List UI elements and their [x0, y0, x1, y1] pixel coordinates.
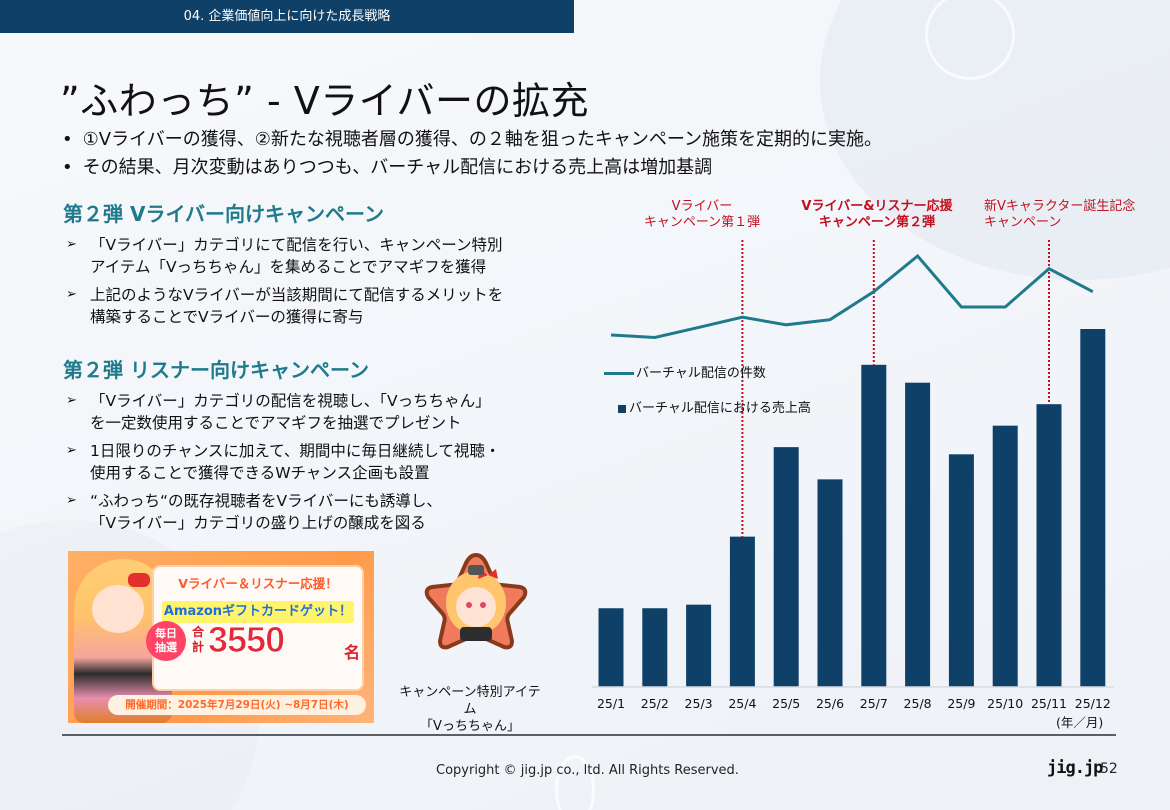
listener-campaign-bullets: ➢ 「Vライバー」カテゴリの配信を視聴し、「Vっちちゃん」 を一定数使用すること…	[66, 390, 586, 540]
vcchichan-item-image	[424, 551, 528, 651]
campaign-annotation: Vライバー&リスナー応援 キャンペーン第２弾	[801, 199, 953, 230]
x-tick-label: 25/8	[903, 696, 932, 711]
bar-25/4	[729, 536, 755, 687]
x-tick-label: 25/5	[772, 696, 801, 711]
bullet-item: ➢ 1日限りのチャンスに加えて、期間中に毎日継続して視聴・ 使用することで獲得で…	[66, 442, 501, 482]
line-swatch-icon	[604, 372, 634, 375]
x-tick-label: 25/6	[815, 696, 845, 711]
jigjp-logo: jig.jp	[1047, 758, 1103, 778]
x-tick-label: 25/1	[596, 696, 626, 711]
bow-icon	[128, 573, 150, 587]
page-title: ”ふわっち” - Vライバーの拡充	[60, 79, 589, 123]
x-tick-label: 25/3	[684, 696, 713, 711]
x-axis-unit: (年／月)	[1056, 715, 1104, 730]
campaign-banner-image: Vライバー＆リスナー応援！ Amazonギフトカードゲット！ 毎日 抽選 合計 …	[68, 551, 374, 723]
x-tick-label: 25/11	[1030, 696, 1068, 711]
summary-item: その結果、月次変動はありつつも、バーチャル配信における売上高は増加基調	[62, 154, 882, 182]
bullet-item: ➢ 「Vライバー」カテゴリにて配信を行い、キャンペーン特別 アイテム「Vっちちゃ…	[66, 236, 503, 276]
character-face	[92, 585, 144, 633]
x-tick-label: 25/9	[947, 696, 976, 711]
bar-25/11	[1036, 404, 1062, 687]
total-label: 合計	[192, 625, 205, 654]
bullet-item: ➢ 上記のようなVライバーが当該期間にて配信するメリットを 構築することでVライ…	[66, 286, 504, 326]
bar-25/2	[642, 608, 668, 687]
x-tick-label: 25/7	[859, 696, 888, 711]
item-caption: キャンペーン特別アイテム 「Vっちちゃん」	[399, 685, 541, 734]
section-header-bar: 04. 企業価値向上に向けた成長戦略	[0, 0, 574, 33]
arrow-bullet-icon: ➢	[66, 493, 77, 508]
x-tick-label: 25/10	[987, 696, 1024, 711]
banner-panel: Vライバー＆リスナー応援！ Amazonギフトカードゲット！	[152, 565, 364, 691]
winner-count: 3550	[207, 619, 285, 661]
footer-divider	[62, 734, 1116, 736]
arrow-bullet-icon: ➢	[66, 443, 77, 458]
copyright: Copyright © jig.jp co., ltd. All Rights …	[436, 763, 739, 778]
bar-25/7	[861, 364, 887, 687]
banner-headline: Vライバー＆リスナー応援！	[178, 576, 338, 591]
bar-25/5	[773, 447, 799, 687]
bar-25/1	[598, 608, 624, 687]
bullet-item: ➢ 「Vライバー」カテゴリの配信を視聴し、「Vっちちゃん」 を一定数使用すること…	[66, 392, 491, 432]
campaign-annotation: Vライバー キャンペーン第１弾	[643, 199, 761, 230]
star-badge-icon	[424, 552, 528, 650]
x-tick-label: 25/12	[1074, 696, 1111, 711]
bar-25/12	[1080, 329, 1106, 687]
x-tick-label: 25/2	[640, 696, 669, 711]
bar-25/3	[686, 604, 712, 687]
daily-draw-badge: 毎日 抽選	[146, 621, 186, 661]
page-number: 52	[1100, 761, 1118, 777]
arrow-bullet-icon: ➢	[66, 237, 77, 252]
vliver-campaign-bullets: ➢ 「Vライバー」カテゴリにて配信を行い、キャンペーン特別 アイテム「Vっちちゃ…	[66, 234, 586, 334]
bullet-item: ➢ “ふわっち“の既存視聴者をVライバーにも誘導し、 「Vライバー」カテゴリの盛…	[66, 492, 442, 532]
arrow-bullet-icon: ➢	[66, 393, 77, 408]
winner-unit: 名	[344, 643, 361, 662]
vliver-campaign-title: 第２弾 Vライバー向けキャンペーン	[63, 202, 385, 226]
bar-25/10	[992, 425, 1018, 687]
bar-25/6	[817, 479, 843, 687]
arrow-bullet-icon: ➢	[66, 287, 77, 302]
legend-line-series: バーチャル配信の件数	[604, 362, 766, 381]
bar-25/8	[905, 382, 931, 687]
campaign-period: 開催期間：2025年7月29日(火) ~8月7日(木)	[108, 695, 366, 715]
legend-bar-series: バーチャル配信における売上高	[618, 397, 811, 416]
banner-amazon-text: Amazonギフトカードゲット！	[162, 601, 354, 623]
summary-item: ①Vライバーの獲得、②新たな視聴者層の獲得、の２軸を狙ったキャンペーン施策を定期…	[62, 126, 882, 154]
campaign-annotation: 新Vキャラクター誕生記念 キャンペーン	[984, 199, 1136, 230]
listener-campaign-title: 第２弾 リスナー向けキャンペーン	[63, 358, 369, 382]
bar-swatch-icon	[618, 404, 626, 413]
x-tick-label: 25/4	[728, 696, 757, 711]
bar-25/9	[948, 454, 974, 687]
line-series-count	[610, 253, 1094, 340]
summary-list: ①Vライバーの獲得、②新たな視聴者層の獲得、の２軸を狙ったキャンペーン施策を定期…	[62, 126, 882, 182]
